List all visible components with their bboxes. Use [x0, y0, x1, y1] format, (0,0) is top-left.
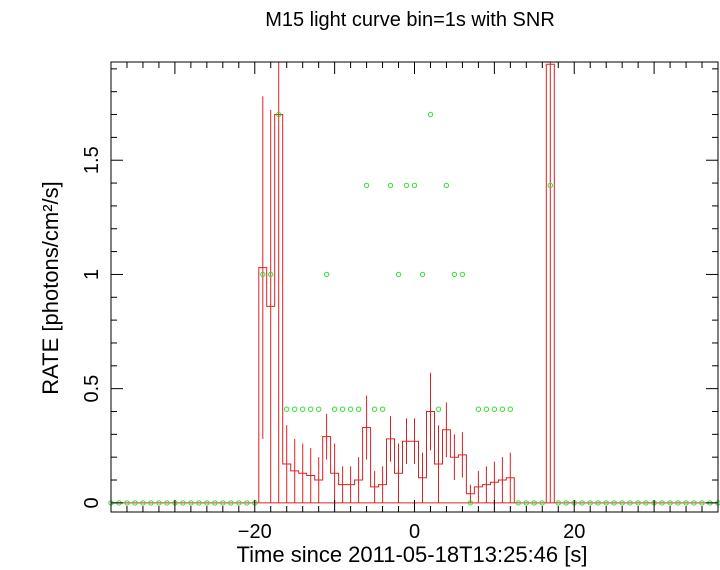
x-tick-label: −20	[238, 521, 272, 543]
snr-point	[347, 406, 354, 412]
snr-point	[284, 406, 290, 412]
snr-point	[188, 500, 194, 506]
snr-point	[140, 500, 146, 506]
snr-point	[316, 406, 322, 412]
snr-point	[547, 182, 553, 189]
snr-point	[563, 500, 569, 506]
snr-point	[260, 271, 266, 278]
snr-point	[308, 406, 314, 412]
snr-point	[339, 406, 346, 412]
snr-point	[300, 406, 306, 412]
snr-point	[323, 271, 330, 278]
snr-point	[276, 111, 282, 118]
snr-point	[627, 500, 633, 506]
snr-point	[427, 111, 434, 118]
snr-point	[483, 406, 490, 412]
snr-point	[419, 271, 426, 278]
snr-point	[691, 500, 697, 506]
snr-point	[587, 500, 593, 506]
snr-point	[523, 500, 529, 506]
x-axis-label: Time since 2011-05-18T13:25:46 [s]	[237, 542, 588, 567]
snr-point	[579, 500, 585, 506]
snr-point	[387, 182, 394, 189]
snr-point	[491, 406, 498, 412]
snr-point	[667, 500, 673, 506]
snr-point	[611, 500, 617, 506]
snr-point	[507, 406, 513, 412]
snr-point	[156, 500, 162, 506]
x-tick-label: 0	[409, 521, 420, 543]
snr-point	[124, 500, 130, 506]
x-tick-label: 20	[563, 521, 585, 543]
y-tick-label: 1	[81, 269, 103, 280]
snr-point	[443, 182, 450, 189]
snr-point	[659, 500, 665, 506]
snr-point	[244, 500, 250, 506]
snr-point	[635, 500, 641, 506]
y-tick-label: 0	[81, 497, 103, 508]
snr-point	[268, 271, 274, 278]
y-tick-label: 0.5	[81, 375, 103, 403]
y-tick-label: 1.5	[81, 146, 103, 174]
snr-point	[515, 500, 521, 506]
snr-point	[379, 406, 386, 412]
snr-point	[371, 406, 378, 412]
snr-point	[204, 500, 210, 506]
snr-point	[403, 182, 410, 189]
snr-point	[220, 500, 226, 506]
snr-point	[355, 406, 362, 412]
snr-point	[531, 500, 537, 506]
snr-point	[228, 500, 234, 506]
snr-point	[148, 500, 154, 506]
snr-point	[451, 271, 458, 278]
snr-point	[699, 500, 705, 506]
snr-point	[132, 500, 138, 506]
snr-point	[683, 500, 689, 506]
snr-point	[595, 500, 601, 506]
snr-point	[196, 500, 202, 506]
y-axis-label: RATE [photons/cm²/s]	[38, 181, 63, 395]
snr-point	[499, 406, 506, 412]
snr-point	[292, 406, 298, 412]
snr-point	[164, 500, 170, 506]
snr-point	[675, 500, 681, 506]
snr-point	[619, 500, 625, 506]
snr-point	[475, 406, 482, 412]
snr-point	[603, 500, 609, 506]
snr-point	[411, 182, 418, 189]
chart-title: M15 light curve bin=1s with SNR	[265, 9, 555, 31]
snr-point	[212, 500, 218, 506]
snr-point	[395, 271, 402, 278]
plot-area: −20 0 20 0 0.5 1 1.5	[81, 61, 720, 543]
snr-point	[180, 500, 186, 506]
snr-point	[539, 500, 545, 506]
snr-point	[467, 500, 474, 506]
snr-point	[363, 182, 370, 189]
snr-point	[435, 406, 442, 412]
snr-point	[331, 406, 338, 412]
snr-point	[555, 500, 561, 506]
snr-point	[643, 500, 649, 506]
snr-point	[236, 500, 242, 506]
snr-point	[459, 271, 466, 278]
